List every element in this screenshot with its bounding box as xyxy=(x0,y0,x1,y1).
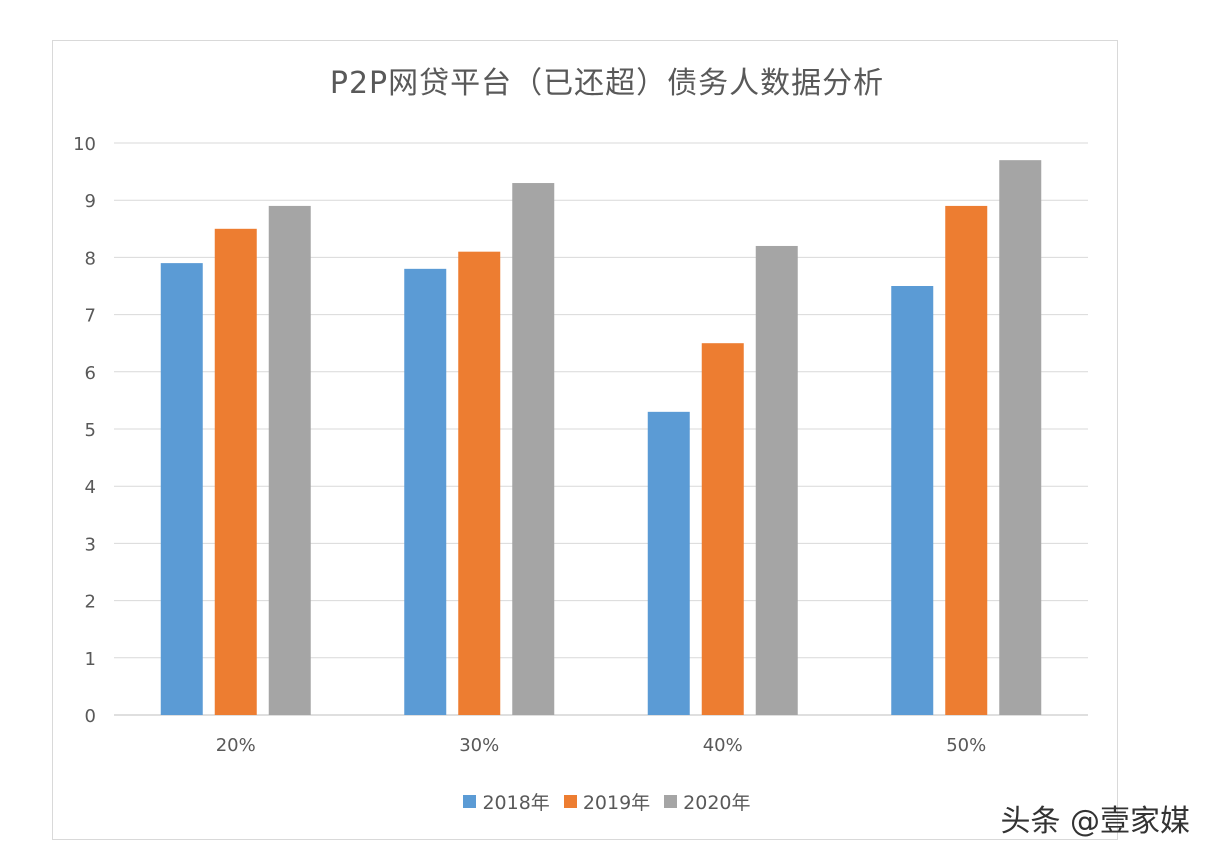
y-tick-label-0: 0 xyxy=(85,706,96,727)
bar-2020年-20% xyxy=(268,205,311,716)
y-tick-label-4: 4 xyxy=(85,477,96,498)
y-tick-label-7: 7 xyxy=(85,306,96,327)
legend-swatch-2018 xyxy=(463,795,477,808)
watermark-text: 头条 @壹家媒 xyxy=(1000,804,1190,839)
bar-2019年-30% xyxy=(458,251,501,715)
bar-2019年-50% xyxy=(945,205,988,716)
legend-label-2018: 2018年 xyxy=(482,792,550,814)
bar-2020年-50% xyxy=(999,160,1042,715)
legend-item-2020: 2020年 xyxy=(664,788,751,815)
legend-label-2019: 2019年 xyxy=(582,792,651,814)
legend-item-2018: 2018年 xyxy=(463,788,550,815)
y-tick-label-8: 8 xyxy=(85,248,96,269)
y-tick-label-10: 10 xyxy=(73,134,96,155)
x-tick-label-50%: 50% xyxy=(946,735,986,756)
y-tick-label-9: 9 xyxy=(85,191,96,212)
bar-2018年-20% xyxy=(160,263,203,715)
bar-2018年-30% xyxy=(404,268,447,715)
legend: 2018年 2019年 2020年 xyxy=(0,788,1214,815)
x-tick-label-20%: 20% xyxy=(216,735,256,756)
legend-swatch-2020 xyxy=(664,795,678,808)
bar-2018年-50% xyxy=(891,286,934,715)
bar-2020年-30% xyxy=(512,183,555,716)
y-tick-label-5: 5 xyxy=(85,420,96,441)
bar-2019年-20% xyxy=(214,228,257,716)
y-tick-label-6: 6 xyxy=(85,363,96,384)
chart-title: P2P网贷平台（已还超）债务人数据分析 xyxy=(329,66,885,101)
legend-swatch-2019 xyxy=(563,795,577,808)
legend-item-2019: 2019年 xyxy=(563,788,651,815)
bar-2019年-40% xyxy=(701,343,744,715)
y-tick-label-3: 3 xyxy=(85,534,96,555)
bar-2020年-40% xyxy=(755,245,798,715)
bar-2018年-40% xyxy=(647,411,690,715)
legend-label-2020: 2020年 xyxy=(683,792,751,814)
y-tick-label-2: 2 xyxy=(85,592,96,613)
x-tick-label-40%: 40% xyxy=(703,735,743,756)
y-tick-label-1: 1 xyxy=(85,649,96,670)
x-tick-label-30%: 30% xyxy=(459,735,499,756)
